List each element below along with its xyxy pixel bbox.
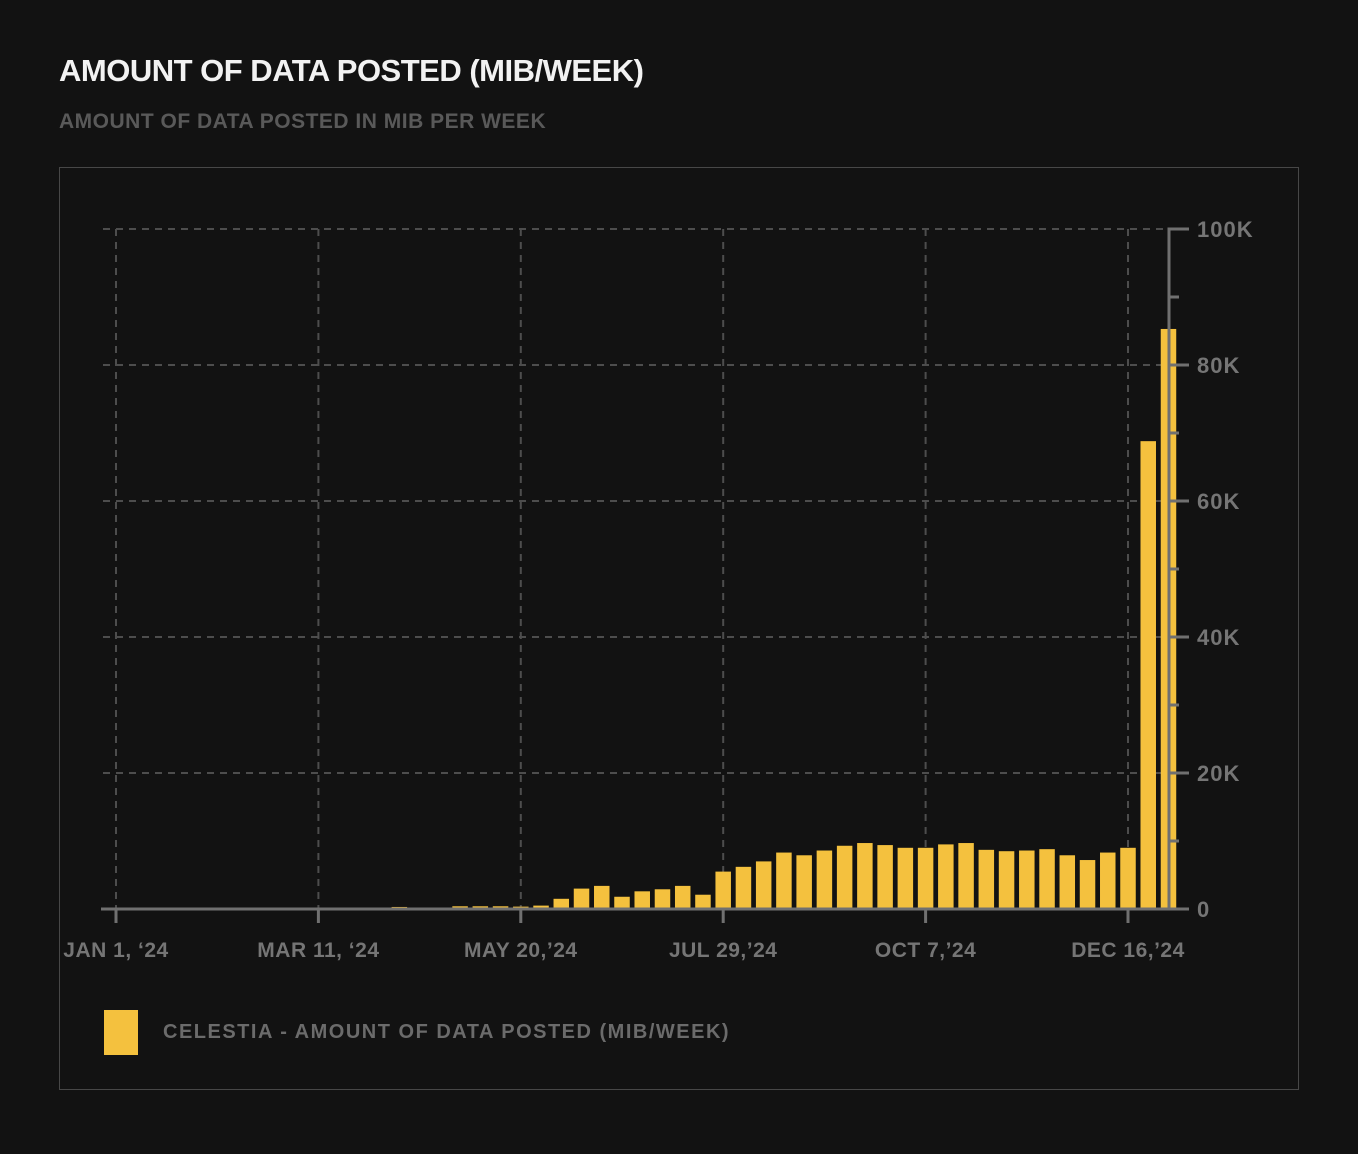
bar xyxy=(614,896,630,909)
page-title: AMOUNT OF DATA POSTED (MIB/WEEK) xyxy=(59,53,644,88)
bar xyxy=(978,849,995,909)
chart-header: AMOUNT OF DATA POSTED (MIB/WEEK) AMOUNT … xyxy=(59,53,644,134)
bar xyxy=(857,843,873,909)
bar xyxy=(1059,855,1076,909)
x-tick-label: JUL 29,’24 xyxy=(669,939,778,962)
page-subtitle: AMOUNT OF DATA POSTED IN MIB PER WEEK xyxy=(59,110,547,134)
bar xyxy=(594,885,610,909)
bar xyxy=(836,845,853,909)
y-tick-label: 60K xyxy=(1197,489,1240,514)
bar xyxy=(674,885,691,909)
bar xyxy=(998,851,1015,909)
bar xyxy=(796,855,812,909)
x-tick-label: JAN 1, ‘24 xyxy=(63,939,168,962)
bar xyxy=(1039,849,1055,909)
bar xyxy=(816,850,833,909)
bar xyxy=(1079,860,1096,909)
bar xyxy=(573,888,590,909)
y-tick-label: 20K xyxy=(1197,761,1240,786)
bar xyxy=(695,894,711,909)
bar xyxy=(917,847,934,909)
bar xyxy=(755,861,772,909)
legend-swatch xyxy=(104,1010,138,1055)
bar xyxy=(1140,441,1156,909)
legend-label: CELESTIA - AMOUNT OF DATA POSTED (MIB/WE… xyxy=(163,1021,731,1043)
bar xyxy=(735,866,752,909)
x-tick-label: MAY 20,’24 xyxy=(464,939,578,962)
chart-panel: 0 20K 40K 60K 80K 100K JAN 1, ‘24 MAR 11, ‘24 MA… xyxy=(59,167,1299,1090)
bar xyxy=(654,889,671,909)
bar xyxy=(958,843,974,909)
bar xyxy=(897,847,914,909)
bar xyxy=(1100,852,1116,909)
bar xyxy=(533,905,549,909)
y-tick-label: 80K xyxy=(1197,353,1240,378)
x-tick-label: MAR 11, ‘24 xyxy=(257,939,379,962)
bar xyxy=(776,852,792,909)
bar xyxy=(1019,850,1035,909)
bar xyxy=(938,844,954,909)
bar xyxy=(634,891,650,909)
bar xyxy=(715,871,731,909)
y-tick-label: 100K xyxy=(1197,217,1254,242)
bar-chart: 0 20K 40K 60K 80K 100K JAN 1, ‘24 MAR 11, ‘24 MA… xyxy=(63,217,1254,962)
x-tick-label: OCT 7,’24 xyxy=(875,939,976,962)
chart-legend: CELESTIA - AMOUNT OF DATA POSTED (MIB/WE… xyxy=(104,1010,730,1055)
y-tick-label: 0 xyxy=(1197,897,1210,922)
bar xyxy=(1120,847,1136,909)
bar xyxy=(553,898,570,909)
y-tick-label: 40K xyxy=(1197,625,1240,650)
x-tick-label: DEC 16,’24 xyxy=(1071,939,1185,962)
bar xyxy=(877,845,893,909)
